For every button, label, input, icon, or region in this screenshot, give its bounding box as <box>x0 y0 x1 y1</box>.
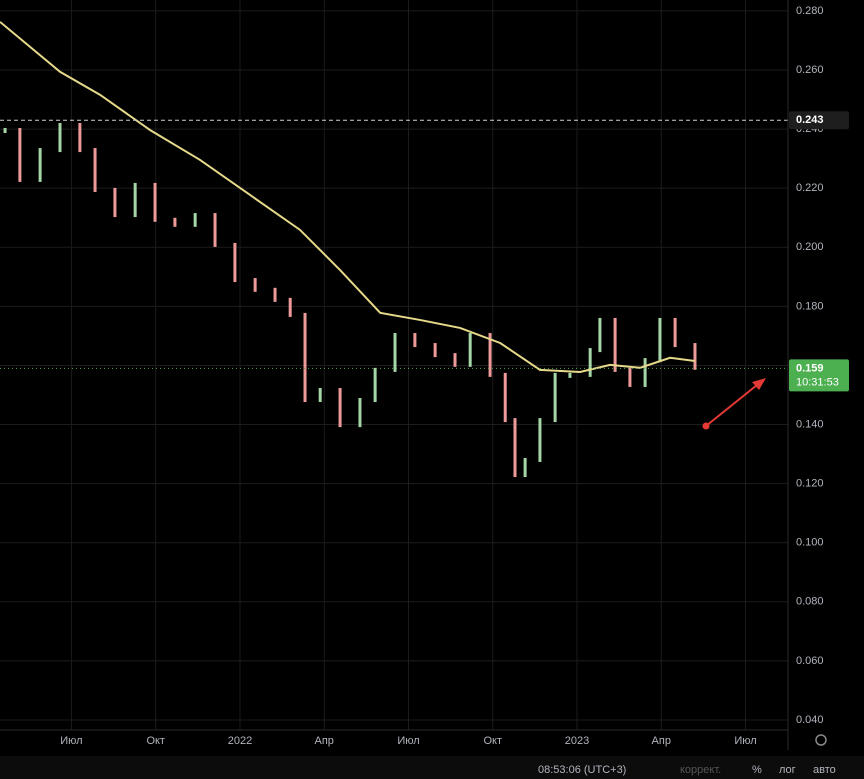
grid <box>0 0 788 730</box>
y-tick-label: 0.200 <box>796 241 824 253</box>
x-tick-label: Июл <box>60 735 82 747</box>
candle <box>538 418 542 462</box>
candle <box>93 148 97 192</box>
moving-average <box>0 21 696 373</box>
candle <box>393 333 397 372</box>
candle <box>3 127 7 133</box>
toolbar-button[interactable]: коррект. <box>680 764 721 776</box>
x-tick-label: 2023 <box>565 735 589 747</box>
toolbar-button[interactable]: лог <box>779 764 796 776</box>
candle <box>413 333 417 348</box>
candle <box>193 213 197 227</box>
y-tick-label: 0.080 <box>796 596 824 608</box>
x-tick-label: Июл <box>734 735 756 747</box>
candle <box>513 418 517 478</box>
toolbar-button[interactable]: авто <box>813 764 836 776</box>
candle <box>658 317 662 363</box>
price-label: 0.243 <box>796 114 824 126</box>
candle <box>338 387 342 428</box>
candle <box>288 297 292 317</box>
candle <box>523 457 527 478</box>
candle <box>643 358 647 387</box>
y-tick-label: 0.120 <box>796 478 824 490</box>
price-label-box <box>789 111 849 130</box>
y-tick-label: 0.180 <box>796 300 824 312</box>
candle <box>433 343 437 358</box>
candle <box>253 278 257 292</box>
candle <box>233 242 237 283</box>
y-tick-label: 0.040 <box>796 714 824 726</box>
candle <box>303 312 307 403</box>
candle <box>58 122 62 153</box>
x-tick-label: Окт <box>146 735 165 747</box>
y-tick-label: 0.260 <box>796 64 824 76</box>
plot <box>0 21 788 478</box>
candle <box>568 372 572 378</box>
clock: 08:53:06 (UTC+3) <box>538 764 626 776</box>
y-tick-label: 0.060 <box>796 655 824 667</box>
candle <box>78 122 82 153</box>
candle <box>358 398 362 428</box>
price-label-box <box>789 359 849 392</box>
y-tick-label: 0.100 <box>796 537 824 549</box>
x-tick-label: Июл <box>397 735 419 747</box>
x-tick-label: Апр <box>315 735 334 747</box>
candle <box>173 217 177 227</box>
y-tick-label: 0.220 <box>796 182 824 194</box>
candle <box>18 127 22 182</box>
candle <box>673 317 677 348</box>
candle <box>213 213 217 247</box>
candle <box>628 367 632 387</box>
price-label: 0.159 <box>796 362 824 374</box>
arrow <box>705 380 763 427</box>
arrow-head <box>752 378 766 390</box>
candle <box>503 372 507 423</box>
candle <box>113 187 117 218</box>
candle <box>153 182 157 222</box>
y-tick-label: 0.140 <box>796 418 824 430</box>
candle <box>488 333 492 377</box>
candle <box>468 333 472 367</box>
countdown: 10:31:53 <box>796 376 839 388</box>
x-tick-label: Апр <box>652 735 671 747</box>
candle <box>318 387 322 403</box>
settings-icon[interactable] <box>815 734 827 746</box>
candle <box>613 317 617 372</box>
candle <box>598 317 602 353</box>
candle <box>553 372 557 423</box>
candle <box>453 353 457 367</box>
x-tick-label: Окт <box>483 735 502 747</box>
toolbar-button[interactable]: % <box>752 764 762 776</box>
x-tick-label: 2022 <box>228 735 252 747</box>
y-tick-label: 0.280 <box>796 5 824 17</box>
candle <box>373 367 377 403</box>
status-bar <box>0 756 864 779</box>
candle <box>588 348 592 377</box>
candle <box>133 182 137 218</box>
arrow-tail <box>702 422 710 430</box>
candle <box>38 148 42 182</box>
candle <box>693 343 697 370</box>
candle <box>273 287 277 302</box>
